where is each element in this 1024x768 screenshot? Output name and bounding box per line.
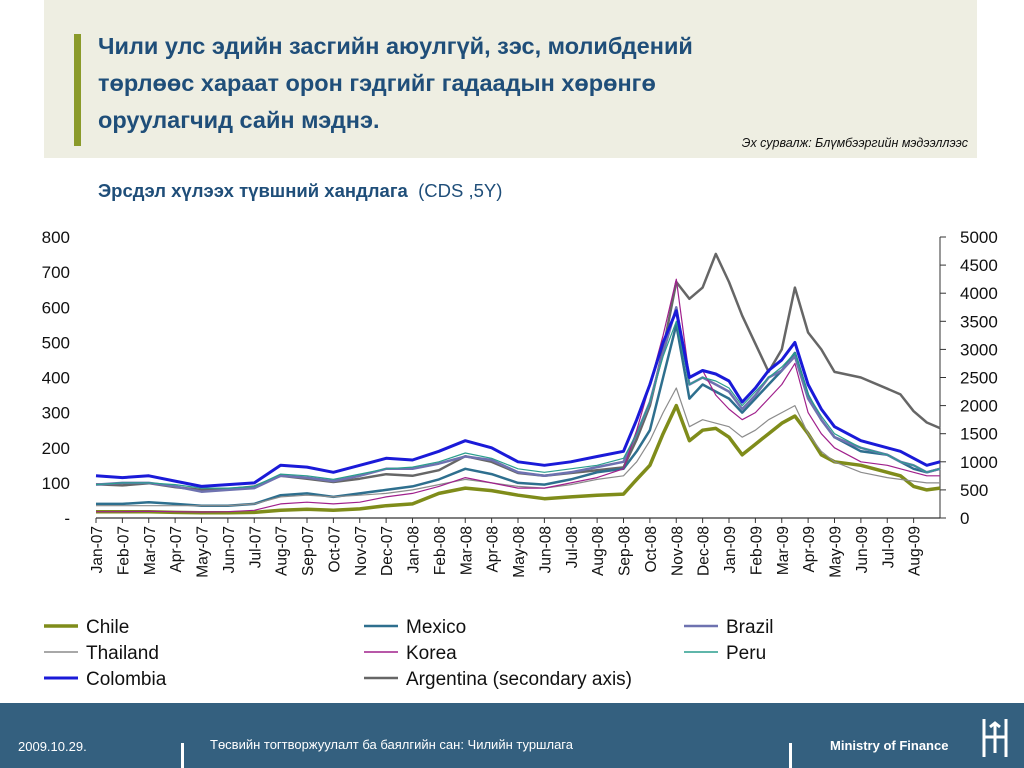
footer-date: 2009.10.29. <box>18 739 87 754</box>
x-tick-label: Aug-08 <box>590 526 607 576</box>
x-tick-label: Sep-07 <box>300 526 317 576</box>
series-line-peru <box>95 320 941 489</box>
y-right-tick-label: 0 <box>960 509 969 528</box>
series-line-colombia <box>95 309 941 488</box>
x-tick-label: Nov-07 <box>353 526 370 576</box>
cds-line-chart: - 100 200 300 400 500 600 700 800 0 500 1000 1500 200… <box>42 228 998 690</box>
footer-separator-left <box>181 743 184 768</box>
chart-subtitle: Эрсдэл хүлээх түвшний хандлага (CDS ,5Y) <box>98 180 502 202</box>
y-left-tick-label: 500 <box>42 333 70 352</box>
y-right-tick-label: 500 <box>960 481 988 500</box>
y-right-tick-label: 4000 <box>960 284 998 303</box>
x-tick-label: Oct-08 <box>643 526 660 573</box>
footer-bar: 2009.10.29. Төсвийн тогтворжуулалт ба ба… <box>0 703 1024 768</box>
y-left-tick-label: - <box>64 509 70 528</box>
y-right-tick-label: 2500 <box>960 369 998 388</box>
series-line-argentina-secondary-axis <box>95 252 941 492</box>
legend-label: Chile <box>86 617 129 638</box>
y-right-tick-label: 1500 <box>960 425 998 444</box>
series-line-brazil <box>95 306 941 493</box>
y-left-tick-label: 600 <box>42 298 70 317</box>
footer-ministry: Ministry of Finance <box>830 738 949 753</box>
series-line-chile <box>96 403 941 515</box>
legend-label: Thailand <box>86 643 159 664</box>
x-tick-label: Jul-08 <box>564 526 581 568</box>
footer-separator-right <box>789 743 792 768</box>
legend-label: Peru <box>726 643 766 664</box>
y-left-tick-label: 400 <box>42 369 70 388</box>
x-tick-label: Oct-07 <box>326 526 343 573</box>
page-title: Чили улс эдийн засгийн аюулгүй, зэс, мол… <box>98 33 693 133</box>
y-left-tick-label: 700 <box>42 263 70 282</box>
x-tick-label: Mar-07 <box>142 526 159 575</box>
y-right-tick-label: 3500 <box>960 312 998 331</box>
x-tick-label: Jun-08 <box>537 526 554 573</box>
x-tick-label: Nov-08 <box>669 526 686 576</box>
chart-subtitle-bold: Эрсдэл хүлээх түвшний хандлага <box>98 180 408 201</box>
series-line-mexico <box>96 323 941 507</box>
series-line-thailand <box>96 387 940 507</box>
y-right-tick-label: 3000 <box>960 340 998 359</box>
x-tick-label: Apr-07 <box>168 526 185 573</box>
legend-label: Colombia <box>86 669 167 690</box>
x-tick-label: Aug-09 <box>907 526 924 576</box>
chart-subtitle-unit: (CDS ,5Y) <box>418 180 503 201</box>
x-tick-label: Jan-09 <box>722 526 739 573</box>
x-tick-label: May-08 <box>511 526 528 578</box>
x-tick-label: Dec-07 <box>379 526 396 576</box>
legend-label: Brazil <box>726 617 774 638</box>
x-tick-label: Sep-08 <box>617 526 634 576</box>
x-tick-label: Mar-08 <box>458 526 475 575</box>
legend-label: Korea <box>406 643 457 664</box>
ministry-logo-icon <box>982 719 1008 757</box>
y-right-tick-label: 5000 <box>960 228 998 247</box>
y-left-tick-label: 100 <box>42 474 70 493</box>
x-tick-label: Mar-09 <box>775 526 792 575</box>
y-left-tick-label: 200 <box>42 439 70 458</box>
header-panel <box>44 0 977 158</box>
x-tick-label: Jan-08 <box>406 526 423 573</box>
x-tick-label: Jan-07 <box>89 526 106 573</box>
x-tick-label: Aug-07 <box>274 526 291 576</box>
x-tick-label: Jun-07 <box>221 526 238 573</box>
y-right-tick-label: 1000 <box>960 453 998 472</box>
header-accent-bar <box>74 34 81 146</box>
source-note: Эх сурвалж: Блүмбээргийн мэдээллээс <box>741 136 968 150</box>
y-right-tick-label: 2000 <box>960 397 998 416</box>
y-right-tick-label: 4500 <box>960 256 998 275</box>
series-line-korea <box>96 278 940 513</box>
x-tick-label: May-09 <box>828 526 845 578</box>
x-tick-label: Feb-09 <box>748 526 765 575</box>
footer-center-text: Төсвийн тогтворжуулалт ба баялгийн сан: … <box>210 737 573 752</box>
x-tick-label: Dec-08 <box>696 526 713 576</box>
legend-label: Argentina (secondary axis) <box>406 669 632 690</box>
x-tick-label: Apr-09 <box>801 526 818 573</box>
x-tick-label: Apr-08 <box>485 526 502 573</box>
x-tick-label: Jul-09 <box>880 526 897 568</box>
x-tick-label: Feb-08 <box>432 526 449 575</box>
y-left-tick-label: 300 <box>42 404 70 423</box>
x-tick-label: Feb-07 <box>115 526 132 575</box>
legend-label: Mexico <box>406 617 466 638</box>
y-left-tick-label: 800 <box>42 228 70 247</box>
x-tick-label: Jun-09 <box>854 526 871 573</box>
x-tick-label: May-07 <box>195 526 212 578</box>
x-tick-label: Jul-07 <box>247 526 264 568</box>
